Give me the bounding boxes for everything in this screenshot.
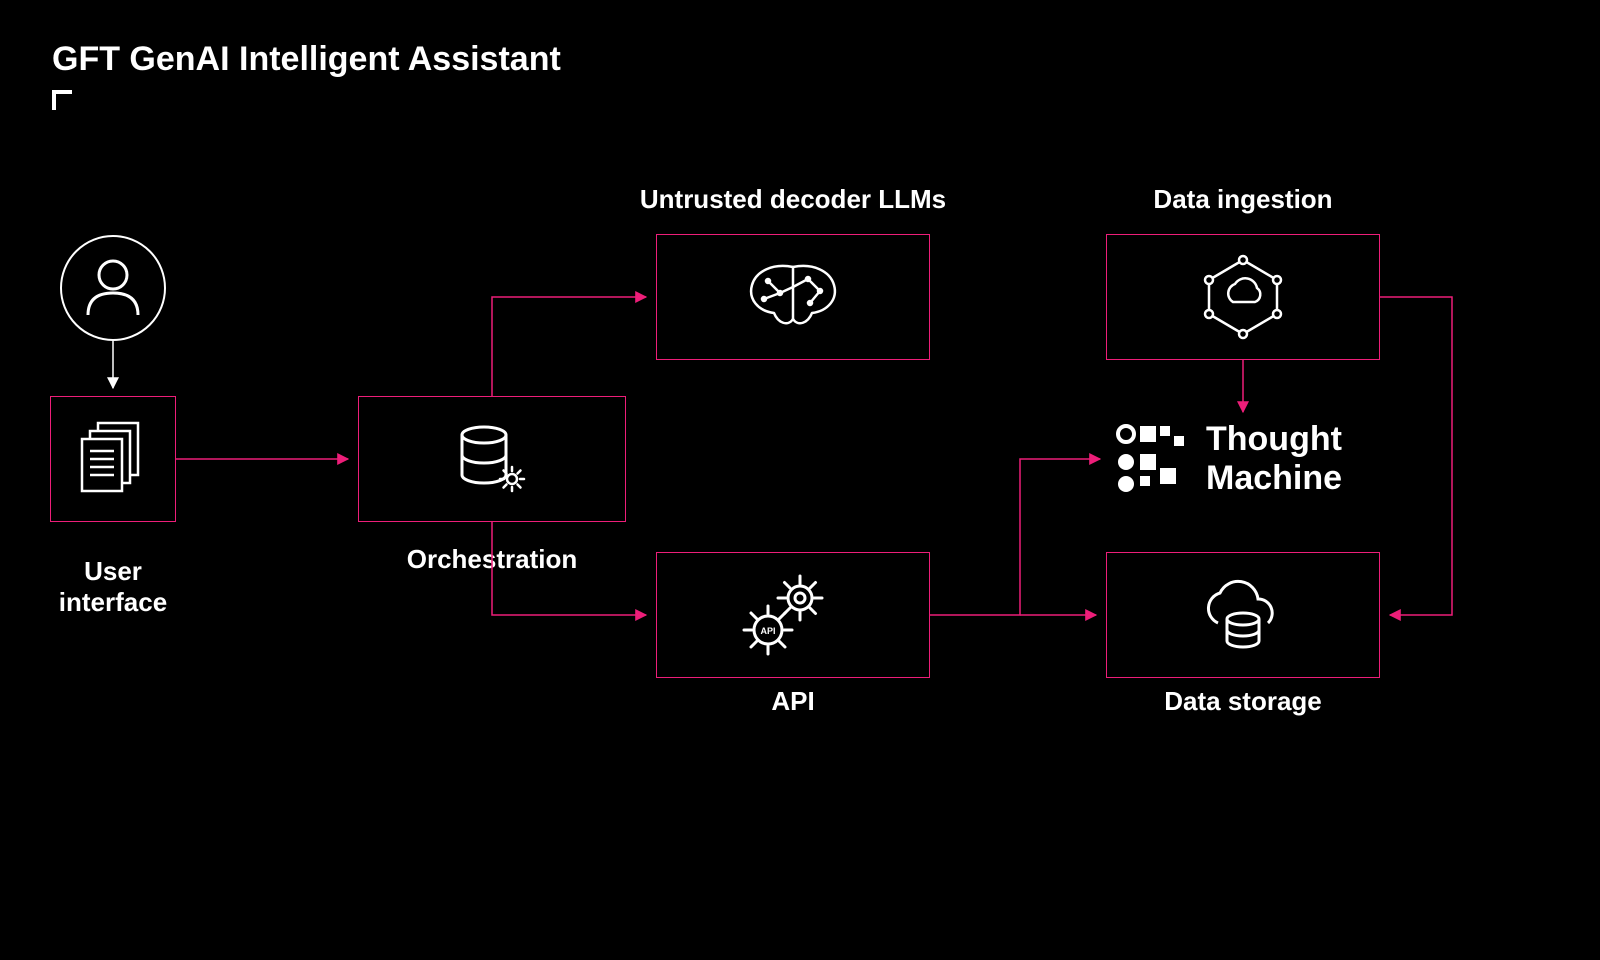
data-ingestion-label: Data ingestion bbox=[1106, 184, 1380, 215]
gears-icon: API bbox=[738, 570, 848, 660]
documents-icon bbox=[78, 419, 148, 499]
cloud-db-icon bbox=[1188, 575, 1298, 655]
edge-api-to-tm bbox=[930, 459, 1100, 615]
user-icon bbox=[60, 235, 166, 341]
api-label: API bbox=[656, 686, 930, 717]
thought-machine-logo: Thought Machine bbox=[1116, 420, 1342, 498]
page-title: GFT GenAI Intelligent Assistant bbox=[52, 40, 561, 79]
edge-orch-to-llm bbox=[492, 297, 646, 396]
corner-mark-icon bbox=[52, 90, 72, 110]
user-interface-label: User interface bbox=[40, 556, 186, 618]
data-storage-box bbox=[1106, 552, 1380, 678]
edge-ingestion-to-storage bbox=[1380, 297, 1452, 615]
edges-layer bbox=[0, 0, 1600, 960]
orchestration-box bbox=[358, 396, 626, 522]
thought-machine-text1: Thought bbox=[1206, 420, 1342, 459]
thought-machine-text2: Machine bbox=[1206, 459, 1342, 498]
llms-box bbox=[656, 234, 930, 360]
thought-machine-icon bbox=[1116, 424, 1186, 494]
data-storage-label: Data storage bbox=[1106, 686, 1380, 717]
db-gear-icon bbox=[452, 419, 532, 499]
user-interface-box bbox=[50, 396, 176, 522]
orchestration-label: Orchestration bbox=[358, 544, 626, 575]
llms-label: Untrusted decoder LLMs bbox=[606, 184, 980, 215]
svg-text:API: API bbox=[760, 626, 775, 636]
hex-cloud-icon bbox=[1193, 252, 1293, 342]
api-box: API bbox=[656, 552, 930, 678]
brain-icon bbox=[738, 257, 848, 337]
data-ingestion-box bbox=[1106, 234, 1380, 360]
